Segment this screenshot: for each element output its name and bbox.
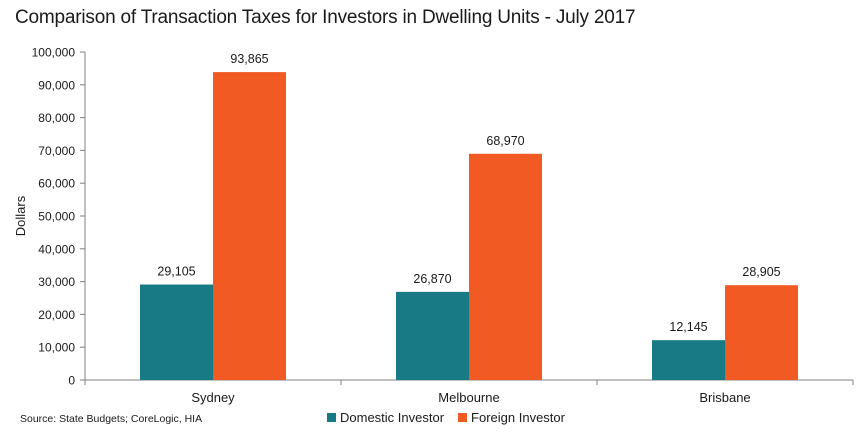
data-label: 29,105 xyxy=(157,265,195,279)
chart-data-labels: 29,105 26,870 12,145 93,865 68,970 28,905 xyxy=(157,52,780,334)
y-tick-label: 90,000 xyxy=(38,78,75,92)
x-tick-label: Melbourne xyxy=(438,390,499,405)
bar-domestic-melbourne xyxy=(396,291,469,380)
y-tick-label: 10,000 xyxy=(38,341,75,355)
y-tick-label: 20,000 xyxy=(38,308,75,322)
x-tick-label: Brisbane xyxy=(699,390,750,405)
legend-item-foreign: Foreign Investor xyxy=(458,410,565,425)
y-tick-label: 0 xyxy=(68,374,75,388)
y-tick-label: 70,000 xyxy=(38,144,75,158)
data-label: 93,865 xyxy=(230,52,268,66)
chart-axes: 0 10,000 20,000 30,000 40,000 50,000 60,000 70,… xyxy=(32,46,854,405)
bar-foreign-sydney xyxy=(213,72,286,380)
legend-swatch-domestic xyxy=(327,413,336,422)
bar-foreign-melbourne xyxy=(469,153,542,380)
chart-title: Comparison of Transaction Taxes for Inve… xyxy=(15,7,636,28)
bar-domestic-sydney xyxy=(140,284,213,380)
data-label: 12,145 xyxy=(669,320,707,334)
y-axis-label: Dollars xyxy=(13,195,28,236)
data-label: 28,905 xyxy=(742,265,780,279)
data-label: 26,870 xyxy=(413,272,451,286)
legend-label-foreign: Foreign Investor xyxy=(471,410,565,425)
x-tick-label: Sydney xyxy=(191,390,235,405)
legend-label-domestic: Domestic Investor xyxy=(340,410,445,425)
bar-domestic-brisbane xyxy=(652,340,725,380)
legend-swatch-foreign xyxy=(458,413,468,422)
y-tick-label: 80,000 xyxy=(38,111,75,125)
legend-item-domestic: Domestic Investor xyxy=(327,410,444,425)
y-tick-label: 40,000 xyxy=(38,242,75,256)
y-tick-label: 30,000 xyxy=(38,275,75,289)
bar-foreign-brisbane xyxy=(725,285,798,380)
chart-bars xyxy=(140,72,798,380)
y-tick-label: 50,000 xyxy=(38,210,75,224)
source-note: Source: State Budgets; CoreLogic, HIA xyxy=(20,413,203,425)
y-tick-label: 60,000 xyxy=(38,177,75,191)
chart-legend: Domestic Investor Foreign Investor xyxy=(327,410,579,425)
data-label: 68,970 xyxy=(486,134,524,148)
y-tick-label: 100,000 xyxy=(32,46,76,60)
